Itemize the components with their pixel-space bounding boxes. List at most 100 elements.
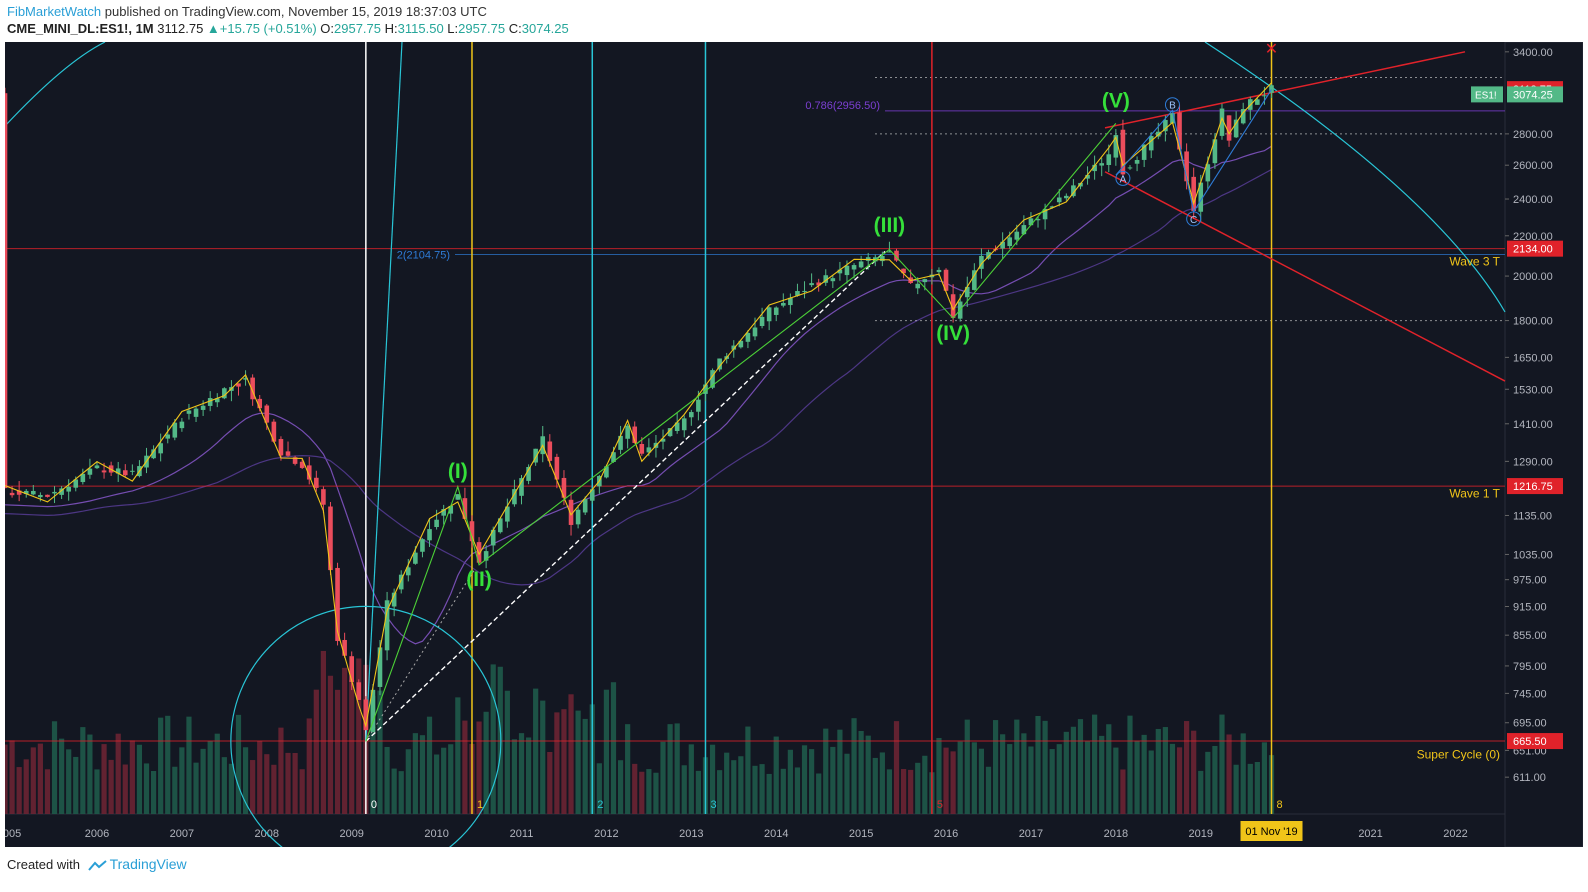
volume-bar (837, 729, 843, 814)
volume-bar (816, 773, 822, 814)
candle (455, 494, 461, 500)
volume-bar (271, 764, 277, 814)
candle (1191, 176, 1196, 211)
candle (1099, 163, 1104, 166)
volume-bar (943, 747, 949, 814)
volume-bar (809, 749, 815, 814)
candle (9, 492, 15, 496)
volume-bar (434, 754, 440, 814)
volume-bar (1176, 747, 1183, 814)
volume-bar (518, 733, 525, 814)
dotted-projection-line (365, 568, 476, 742)
volume-bar (745, 726, 751, 814)
abc-label: C (1190, 215, 1197, 226)
candle (115, 468, 121, 474)
volume-bar (228, 763, 235, 814)
candle (526, 467, 531, 481)
volume-bar (1014, 719, 1020, 814)
volume-bar (801, 745, 808, 814)
candle (222, 388, 227, 399)
candle (73, 479, 79, 488)
candle (427, 529, 432, 541)
candle (582, 499, 588, 513)
candle (441, 509, 446, 516)
candle (809, 283, 814, 286)
candle (561, 477, 567, 498)
candle (462, 498, 468, 519)
volume-bar (1148, 750, 1154, 814)
candle (887, 251, 892, 253)
volume-bar (1070, 726, 1076, 814)
volume-bar (37, 743, 43, 814)
candle (1233, 119, 1239, 138)
candle (1120, 129, 1126, 175)
candle (193, 408, 199, 417)
volume-bar (794, 767, 801, 814)
volume-bar (1134, 740, 1140, 814)
volume-bar (66, 749, 72, 814)
volume-bar (554, 712, 560, 814)
volume-bar (922, 755, 928, 814)
volume-bar (87, 734, 93, 814)
volume-bar (384, 746, 390, 814)
candle (328, 506, 333, 571)
volume-bar (1198, 770, 1204, 814)
candle (469, 521, 475, 542)
volume-bar (158, 717, 164, 814)
candle (505, 506, 510, 522)
x-tick-label: 2013 (679, 828, 703, 840)
abc-marker (1115, 170, 1131, 186)
candle (533, 448, 538, 463)
time-cycle-label: 2 (597, 799, 603, 811)
volume-bar (561, 709, 567, 814)
volume-bar (320, 650, 326, 814)
price-change: +15.75 (+0.51%) (219, 21, 317, 36)
candle (830, 278, 836, 282)
candle (1056, 197, 1062, 203)
volume-bar (908, 769, 914, 814)
abc-marker (1164, 97, 1180, 113)
volume-bar (5, 744, 8, 814)
candle (901, 268, 906, 274)
volume-bar (724, 752, 730, 814)
candle (554, 456, 560, 480)
candle (1262, 95, 1267, 97)
candle (101, 470, 107, 473)
candle (943, 269, 949, 291)
publish-header: FibMarketWatch published on TradingView.… (7, 4, 487, 19)
open-label: O: (320, 21, 335, 36)
y-tick-label: 1800.00 (1513, 316, 1553, 328)
candle (384, 600, 390, 651)
abc-correction-path (1115, 89, 1272, 213)
close-label: C: (508, 21, 522, 36)
volume-bar (44, 769, 51, 814)
author-link[interactable]: FibMarketWatch (7, 4, 102, 19)
candle (45, 494, 50, 497)
candle (703, 384, 708, 394)
volume-bar (865, 735, 871, 814)
candle (625, 425, 630, 439)
price-chart[interactable]: 3400.00 2800.00 2600.00 2400.00 2200.00 2000.… (5, 42, 1583, 847)
volume-bar (398, 771, 404, 814)
volume-bar (108, 759, 114, 814)
candle (858, 261, 864, 268)
candle (618, 435, 623, 450)
y-tick-label: 1290.00 (1513, 456, 1553, 468)
candle (151, 449, 156, 459)
high-value: 3115.50 (397, 21, 444, 36)
time-cycle-label: 1 (477, 799, 483, 811)
volume-bar (1021, 733, 1027, 814)
tradingview-brand[interactable]: TradingView (109, 856, 187, 872)
volume-bar (150, 770, 157, 814)
candle (1205, 164, 1211, 182)
volume-bar (200, 748, 206, 814)
volume-bar (370, 695, 376, 814)
candle (972, 270, 977, 290)
candle (434, 519, 439, 528)
target-label: Wave 1 T (1449, 487, 1500, 501)
volume-bar (893, 721, 900, 814)
candle (611, 452, 616, 462)
candle (568, 499, 574, 525)
candle (476, 542, 482, 563)
candle (1042, 208, 1048, 220)
